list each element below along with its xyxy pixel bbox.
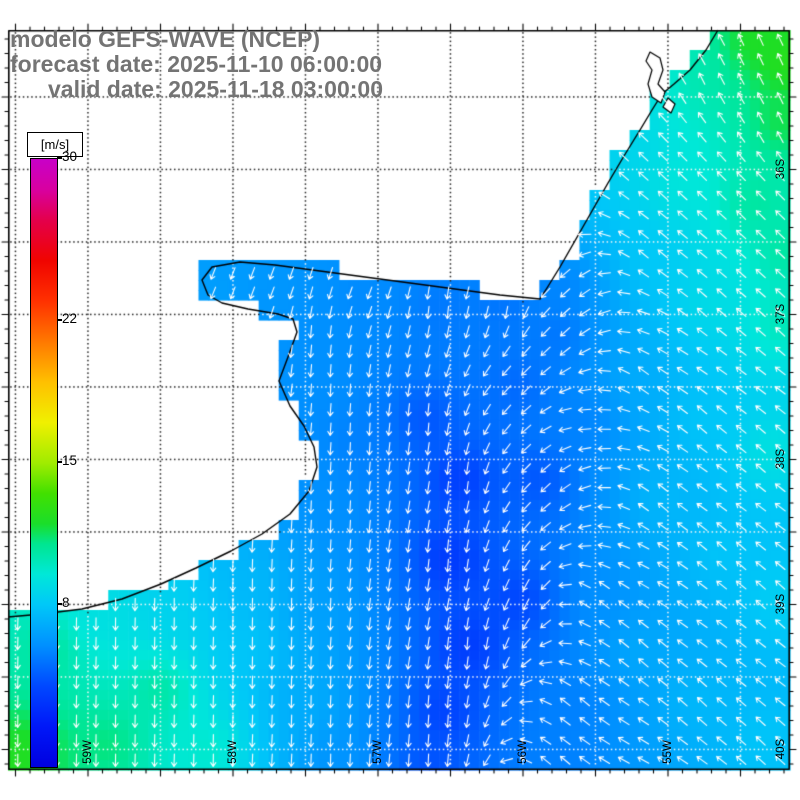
colorbar-tick xyxy=(57,461,62,463)
latitude-label: 38S xyxy=(775,448,787,470)
colorbar-tick-label: 8 xyxy=(62,594,70,610)
valid-date-label: valid date: 2025-11-18 03:00:00 xyxy=(48,76,383,102)
longitude-label: 55W xyxy=(662,740,674,764)
longitude-label: 59W xyxy=(82,740,94,764)
longitude-label: 56W xyxy=(517,740,529,764)
colorbar-tick-label: 30 xyxy=(62,149,78,164)
colorbar-unit-label: [m/s] xyxy=(27,132,83,157)
colorbar-tick xyxy=(57,157,62,159)
colorbar-tick xyxy=(57,602,62,605)
longitude-label: 57W xyxy=(372,740,384,764)
colorbar-tick-label: 15 xyxy=(62,453,78,468)
latitude-label: 39S xyxy=(775,593,787,615)
colorbar-tick xyxy=(57,319,62,322)
title-block: modelo GEFS-WAVE (NCEP) forecast date: 2… xyxy=(10,27,383,102)
forecast-date-label: forecast date: 2025-11-10 06:00:00 xyxy=(10,51,383,77)
colorbar-tick-label: 22 xyxy=(62,311,78,327)
latitude-label: 37S xyxy=(775,303,787,325)
colorbar-gradient xyxy=(30,158,58,768)
model-title: modelo GEFS-WAVE (NCEP) xyxy=(10,26,321,52)
longitude-label: 58W xyxy=(227,740,239,764)
latitude-label: 40S xyxy=(775,738,787,760)
latitude-label: 36S xyxy=(775,158,787,180)
